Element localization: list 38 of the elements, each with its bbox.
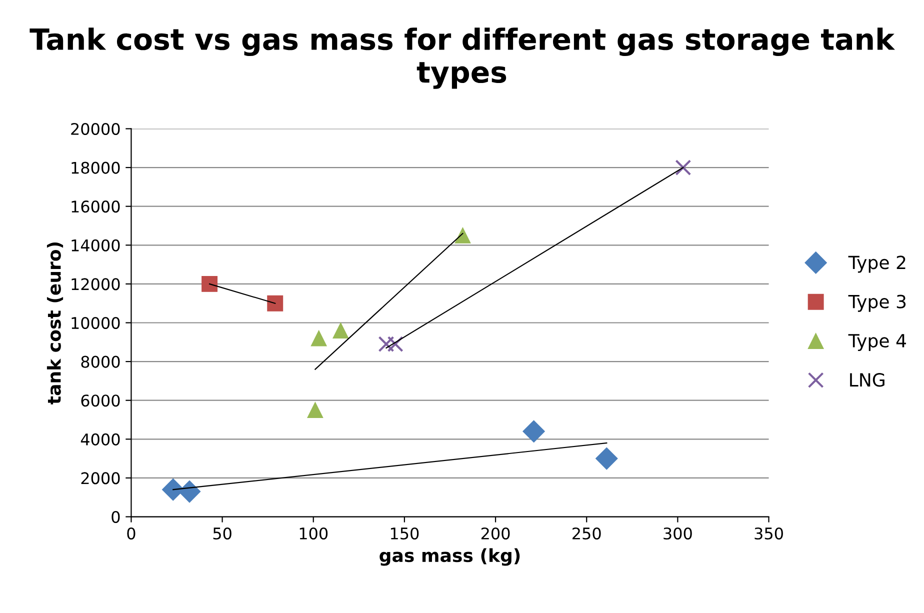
y-tick-label: 2000 — [81, 472, 120, 484]
legend-label: Type 2 — [848, 256, 906, 273]
x-tick-label: 50 — [213, 527, 232, 540]
x-tick-label: 350 — [754, 527, 783, 540]
point — [307, 402, 324, 418]
legend-label: LNG — [850, 373, 884, 387]
y-tick-label: 16000 — [72, 200, 120, 213]
y-tick-label: 12000 — [72, 278, 120, 290]
point — [310, 330, 327, 346]
point — [378, 336, 394, 352]
y-tick-label: 10000 — [72, 316, 120, 330]
point — [178, 480, 201, 503]
x-tick-label: 250 — [572, 527, 601, 540]
x-tick-label: 150 — [390, 527, 419, 540]
x-tick-label: 100 — [300, 527, 328, 540]
point — [202, 276, 218, 292]
y-tick-label: 20000 — [71, 122, 120, 136]
point — [454, 227, 471, 244]
point — [387, 336, 404, 352]
point — [522, 420, 545, 443]
legend-label: Type 3 — [848, 294, 906, 312]
legend-label: Type 4 — [848, 334, 906, 352]
y-tick-label: 8000 — [81, 356, 120, 368]
x-tick-label: 300 — [664, 527, 692, 540]
x-axis-title: gas mass (kg) — [380, 548, 520, 566]
y-tick-label: 4000 — [80, 433, 120, 446]
y-tick-label: 0 — [112, 510, 120, 524]
chart-title: Tank cost vs gas mass for different gas storage tank types — [30, 28, 896, 89]
point — [595, 447, 618, 470]
x-tick-label: 0 — [127, 527, 136, 540]
x-tick-label: 200 — [481, 527, 510, 540]
point — [332, 322, 349, 338]
point — [675, 160, 692, 176]
point — [267, 295, 284, 312]
y-axis-title: tank cost (euro) — [46, 242, 64, 404]
y-tick-label: 6000 — [81, 394, 120, 407]
y-tick-label: 14000 — [72, 239, 120, 252]
y-tick-label: 18000 — [72, 162, 120, 174]
